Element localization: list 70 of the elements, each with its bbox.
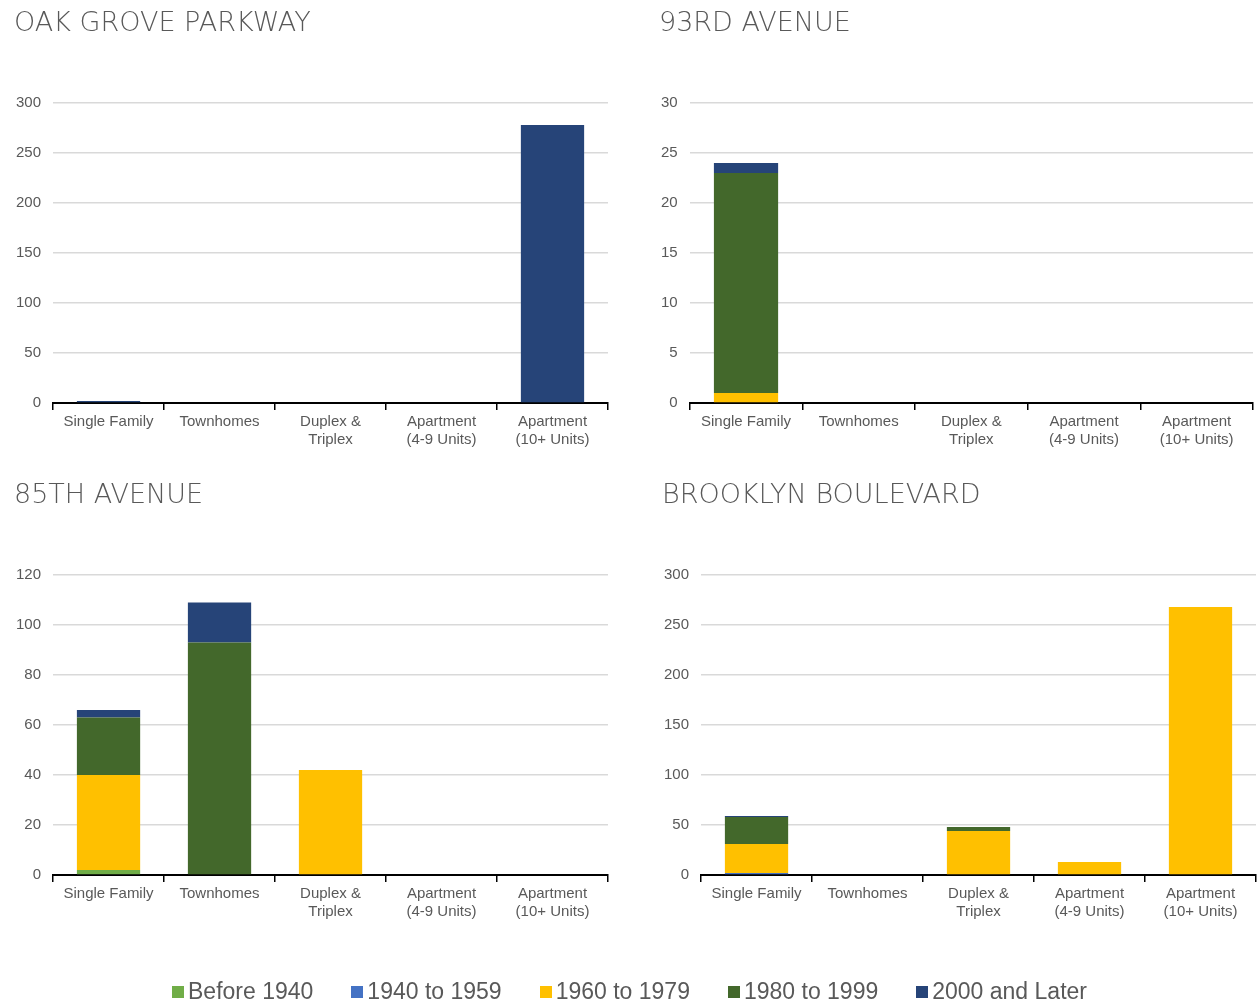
x-tick-label: Apartment (4-9 Units) — [406, 884, 477, 920]
x-tick-label: Duplex & Triplex — [948, 884, 1009, 920]
x-tick-label: Duplex & Triplex — [300, 412, 361, 448]
y-tick-label: 10 — [661, 293, 678, 311]
y-tick-label: 0 — [32, 393, 42, 411]
legend-label: 1960 to 1979 — [555, 978, 690, 1004]
y-tick-label: 250 — [664, 615, 690, 633]
x-tick-label: Apartment (4-9 Units) — [406, 412, 477, 448]
bar — [76, 717, 141, 775]
legend-label: 1980 to 1999 — [743, 978, 879, 1004]
y-tick-label: 40 — [24, 765, 42, 783]
y-tick-label: 150 — [16, 243, 42, 261]
bar — [187, 642, 252, 875]
y-tick-label: 250 — [16, 143, 42, 161]
y-tick-label: 100 — [664, 765, 690, 783]
y-tick-label: 300 — [664, 565, 690, 583]
y-tick-label: 200 — [664, 665, 690, 683]
y-tick-label: 50 — [672, 815, 690, 833]
x-tick-label: Apartment (4-9 Units) — [1049, 412, 1120, 448]
y-tick-label: 0 — [680, 865, 690, 883]
y-tick-label: 100 — [16, 615, 42, 633]
x-tick-label: Single Family — [701, 412, 792, 430]
y-tick-label: 15 — [661, 243, 678, 261]
y-tick-label: 25 — [661, 143, 678, 161]
y-tick-label: 200 — [16, 193, 42, 211]
y-tick-label: 20 — [661, 193, 678, 211]
x-tick-label: Townhomes — [179, 884, 260, 902]
x-tick-label: Apartment (10+ Units) — [1159, 412, 1234, 448]
chart-title: BROOKLYN BOULEVARD — [662, 478, 981, 509]
y-tick-label: 80 — [24, 665, 42, 683]
bar — [76, 710, 141, 718]
bar — [76, 870, 141, 875]
x-tick-label: Apartment (4-9 Units) — [1054, 884, 1125, 920]
y-tick-label: 150 — [664, 715, 690, 733]
bar — [946, 827, 1011, 831]
bar — [724, 844, 789, 873]
y-tick-label: 5 — [669, 343, 678, 361]
bar — [946, 831, 1011, 875]
legend-label: 2000 and Later — [932, 978, 1087, 1004]
x-tick-label: Duplex & Triplex — [300, 884, 361, 920]
x-tick-label: Townhomes — [827, 884, 908, 902]
bar — [1057, 862, 1122, 875]
x-tick-label: Single Family — [711, 884, 803, 902]
y-tick-label: 60 — [24, 715, 42, 733]
x-tick-label: Single Family — [63, 412, 155, 430]
x-tick-label: Apartment (10+ Units) — [1163, 884, 1238, 920]
y-tick-label: 100 — [16, 293, 42, 311]
x-tick-label: Apartment (10+ Units) — [515, 412, 590, 448]
bar — [1168, 607, 1233, 875]
y-tick-label: 120 — [16, 565, 42, 583]
y-tick-label: 0 — [669, 393, 678, 411]
y-tick-label: 50 — [24, 343, 42, 361]
bar — [298, 770, 363, 875]
x-tick-label: Townhomes — [818, 412, 899, 430]
y-tick-label: 0 — [32, 865, 42, 883]
bar — [76, 775, 141, 870]
x-tick-label: Apartment (10+ Units) — [515, 884, 590, 920]
y-tick-label: 30 — [661, 93, 678, 111]
bar — [724, 817, 789, 844]
y-tick-label: 20 — [24, 815, 42, 833]
bar — [187, 602, 252, 643]
x-tick-label: Townhomes — [179, 412, 260, 430]
chart-title: 85TH AVENUE — [14, 478, 204, 509]
chart-title: OAK GROVE PARKWAY — [14, 6, 311, 37]
legend-label: Before 1940 — [188, 978, 314, 1004]
legend-label: 1940 to 1959 — [367, 978, 502, 1004]
chart-title: 93RD AVENUE — [659, 6, 851, 37]
x-tick-label: Single Family — [63, 884, 155, 902]
x-tick-label: Duplex & Triplex — [940, 412, 1002, 448]
y-tick-label: 300 — [16, 93, 42, 111]
